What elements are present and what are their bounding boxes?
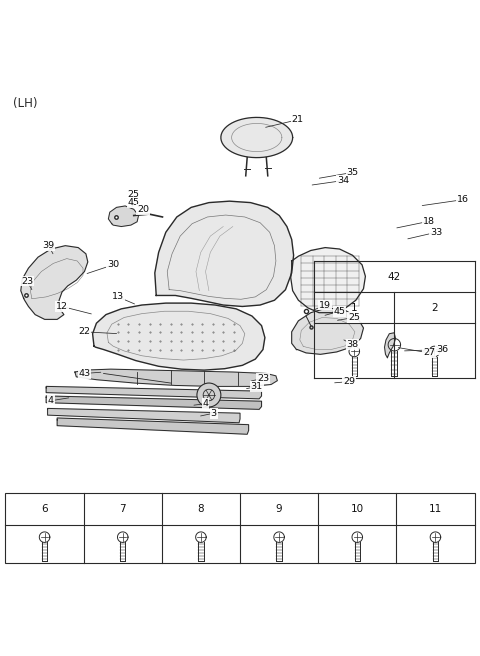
Text: 4: 4 xyxy=(48,396,54,405)
Text: 33: 33 xyxy=(430,228,443,237)
Text: 45: 45 xyxy=(334,307,346,316)
Polygon shape xyxy=(21,246,88,319)
Text: 29: 29 xyxy=(343,377,355,386)
Text: 35: 35 xyxy=(347,168,359,177)
Text: 27: 27 xyxy=(423,348,435,358)
Text: 4: 4 xyxy=(48,396,54,405)
Text: 16: 16 xyxy=(456,195,468,204)
Polygon shape xyxy=(48,409,240,422)
Polygon shape xyxy=(108,206,139,226)
Text: 4: 4 xyxy=(203,399,208,408)
Text: 25: 25 xyxy=(128,190,140,199)
Text: 31: 31 xyxy=(251,382,263,391)
Polygon shape xyxy=(93,303,265,370)
Text: 18: 18 xyxy=(423,216,435,226)
Text: 34: 34 xyxy=(337,176,349,185)
Text: 23: 23 xyxy=(21,277,33,285)
Text: 23: 23 xyxy=(257,374,269,382)
Text: 38: 38 xyxy=(347,340,359,349)
Text: 12: 12 xyxy=(56,302,68,311)
Text: 23: 23 xyxy=(21,277,33,285)
Text: 42: 42 xyxy=(388,272,401,281)
Text: 19: 19 xyxy=(319,300,331,310)
Text: 34: 34 xyxy=(337,176,349,185)
Text: 20: 20 xyxy=(137,205,149,214)
Polygon shape xyxy=(46,396,262,409)
Text: 39: 39 xyxy=(43,241,55,250)
Text: 45: 45 xyxy=(128,198,140,207)
Polygon shape xyxy=(46,386,262,399)
Text: 30: 30 xyxy=(107,260,119,270)
Text: 4: 4 xyxy=(203,399,208,408)
Text: 21: 21 xyxy=(291,115,303,124)
Polygon shape xyxy=(291,247,365,313)
Text: 38: 38 xyxy=(347,340,359,349)
Polygon shape xyxy=(384,333,396,358)
Text: 19: 19 xyxy=(319,300,331,310)
Text: 22: 22 xyxy=(78,327,90,337)
Text: 25: 25 xyxy=(348,313,360,322)
Text: 6: 6 xyxy=(41,504,48,514)
Text: 39: 39 xyxy=(43,241,55,250)
Text: 18: 18 xyxy=(423,216,435,226)
Text: 23: 23 xyxy=(257,374,269,382)
Text: 12: 12 xyxy=(56,302,68,311)
Polygon shape xyxy=(155,201,294,306)
Polygon shape xyxy=(75,369,277,386)
Polygon shape xyxy=(221,117,293,157)
Text: 3: 3 xyxy=(211,409,217,418)
Text: 7: 7 xyxy=(120,504,126,514)
Text: 9: 9 xyxy=(276,504,282,514)
Text: 25: 25 xyxy=(128,190,140,199)
Text: 29: 29 xyxy=(343,377,355,386)
Text: 10: 10 xyxy=(351,504,364,514)
Text: 27: 27 xyxy=(423,348,435,358)
Text: 20: 20 xyxy=(137,205,149,214)
Polygon shape xyxy=(57,418,249,434)
Text: (LH): (LH) xyxy=(12,97,37,110)
Text: 45: 45 xyxy=(128,198,140,207)
Text: 30: 30 xyxy=(107,260,119,270)
Text: 31: 31 xyxy=(251,382,263,391)
Text: 36: 36 xyxy=(436,345,448,354)
Text: 3: 3 xyxy=(211,409,217,418)
Text: 35: 35 xyxy=(347,168,359,177)
Text: 22: 22 xyxy=(78,327,90,337)
Text: 33: 33 xyxy=(430,228,443,237)
Text: 36: 36 xyxy=(436,345,448,354)
Text: 13: 13 xyxy=(112,293,124,301)
Bar xyxy=(5,493,475,562)
Circle shape xyxy=(197,383,221,407)
Polygon shape xyxy=(292,308,363,354)
Text: 45: 45 xyxy=(334,307,346,316)
Text: 43: 43 xyxy=(78,369,91,378)
Text: 21: 21 xyxy=(291,115,303,124)
Text: 2: 2 xyxy=(431,302,438,313)
Text: 16: 16 xyxy=(456,195,468,204)
Text: 43: 43 xyxy=(78,369,91,378)
Text: 11: 11 xyxy=(429,504,442,514)
Text: 1: 1 xyxy=(351,302,358,313)
Text: 8: 8 xyxy=(198,504,204,514)
Text: 25: 25 xyxy=(348,313,360,322)
Text: 13: 13 xyxy=(112,293,124,301)
